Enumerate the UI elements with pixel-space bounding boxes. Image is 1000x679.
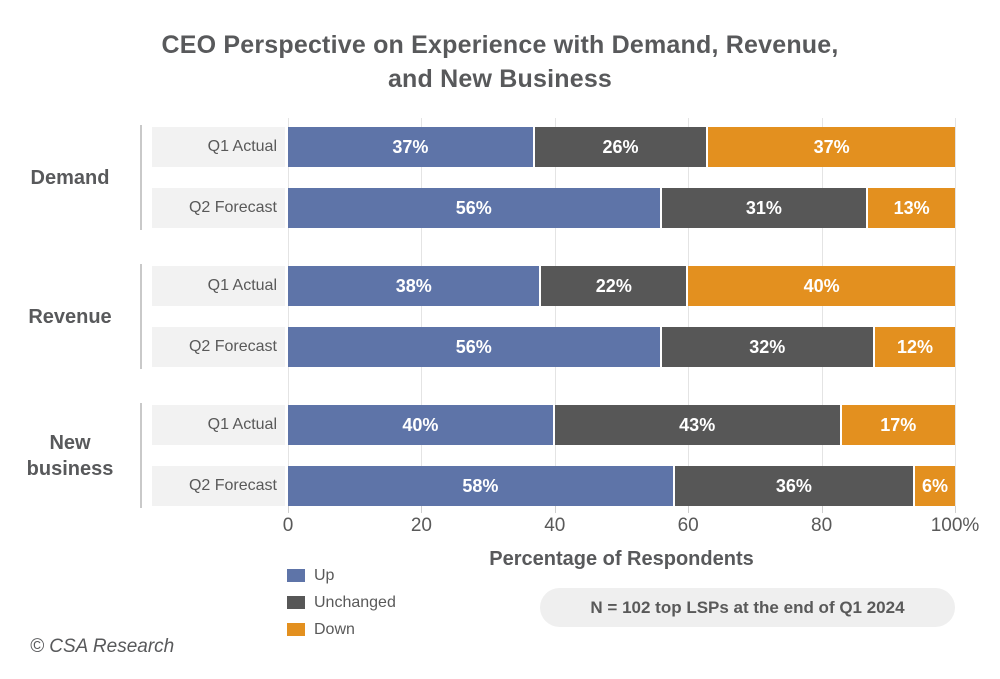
bar-value-label: 6% [921,475,948,496]
bar-value-label: 56% [455,336,492,357]
copyright-attribution: © CSA Research [30,636,175,657]
bar-value-label: 58% [462,475,499,496]
bar-segment-unchanged: 43% [554,405,842,445]
x-tick-label-20: 20 [410,515,432,536]
bar-value-label: 43% [679,414,716,435]
legend-label-up: Up [314,567,335,584]
bar-row-demand-q2-forecast: 56% 31% 13% [288,188,955,228]
axis-tick-80 [821,506,823,513]
bar-value-label: 36% [775,475,812,496]
bar-value-label: 22% [595,275,632,296]
group-divider-new-business [140,403,142,508]
bar-value-label: 37% [392,136,429,157]
row-label-revenue-q2-forecast: Q2 Forecast [152,327,285,367]
bar-segment-unchanged: 22% [541,266,689,306]
bar-value-label: 31% [745,197,782,218]
x-tick-label-0: 0 [282,515,294,536]
bar-segment-up: 56% [288,327,662,367]
bar-value-label: 32% [749,336,786,357]
gridline-20 [421,118,423,506]
x-tick-label-40: 40 [544,515,566,536]
bar-segment-down: 37% [708,127,955,167]
gridline-40 [554,118,556,506]
bar-segment-up: 56% [288,188,662,228]
axis-tick-60 [688,506,690,513]
axis-tick-0 [288,506,289,513]
axis-tick-40 [554,506,556,513]
legend-item-up: Up [287,567,396,584]
legend-swatch-unchanged-icon [287,596,305,609]
group-label-new-business: New business [26,431,114,480]
gridline-60 [688,118,690,506]
bar-value-label: 12% [896,336,933,357]
bar-segment-down: 12% [874,327,955,367]
x-tick-label-80: 80 [811,515,833,536]
bar-segment-unchanged: 32% [661,327,875,367]
bar-value-label: 38% [395,275,432,296]
legend-swatch-down-icon [287,623,305,636]
legend-label-down: Down [314,621,355,638]
gridline-100 [955,118,956,506]
row-label-new-business-q1-actual: Q1 Actual [152,405,285,445]
axis-tick-100 [955,506,956,513]
bar-segment-down: 40% [688,266,955,306]
sample-size-note: N = 102 top LSPs at the end of Q1 2024 [540,588,955,627]
group-label-revenue: Revenue [28,305,112,328]
legend-item-unchanged: Unchanged [287,594,396,611]
bar-row-new-business-q2-forecast: 58% 36% 6% [288,466,955,506]
group-label-demand: Demand [30,166,110,189]
bar-segment-up: 38% [288,266,542,306]
bar-segment-up: 37% [288,127,535,167]
axis-tick-20 [421,506,423,513]
gridline-0 [288,118,289,506]
bar-value-label: 40% [402,414,439,435]
legend: Up Unchanged Down [287,568,396,649]
row-label-new-business-q2-forecast: Q2 Forecast [152,466,285,506]
bar-segment-unchanged: 26% [534,127,709,167]
legend-label-unchanged: Unchanged [314,594,396,611]
bar-segment-unchanged: 36% [674,466,915,506]
sample-size-note-text: N = 102 top LSPs at the end of Q1 2024 [590,597,905,617]
bar-segment-unchanged: 31% [661,188,869,228]
chart-title-line2: and New Business [387,65,613,93]
bar-value-label: 56% [455,197,492,218]
gridline-80 [821,118,823,506]
bar-row-revenue-q2-forecast: 56% 32% 12% [288,327,955,367]
group-divider-revenue [140,264,142,369]
chart-title-line1: CEO Perspective on Experience with Deman… [161,31,839,59]
chart-title: CEO Perspective on Experience with Deman… [0,28,1000,96]
row-label-demand-q2-forecast: Q2 Forecast [152,188,285,228]
bar-value-label: 40% [803,275,840,296]
bar-value-label: 26% [602,136,639,157]
bar-row-new-business-q1-actual: 40% 43% 17% [288,405,955,445]
x-tick-label-100: 100% [930,515,980,536]
row-label-revenue-q1-actual: Q1 Actual [152,266,285,306]
bar-segment-down: 6% [914,466,955,506]
bar-row-revenue-q1-actual: 38% 22% 40% [288,266,955,306]
bar-row-demand-q1-actual: 37% 26% 37% [288,127,955,167]
bar-value-label: 37% [813,136,850,157]
bar-segment-down: 17% [841,405,955,445]
legend-item-down: Down [287,621,396,638]
legend-swatch-up-icon [287,569,305,582]
bar-value-label: 13% [893,197,930,218]
bar-segment-up: 40% [288,405,555,445]
group-divider-demand [140,125,142,230]
x-tick-label-60: 60 [677,515,699,536]
bar-segment-down: 13% [868,188,955,228]
bar-value-label: 17% [880,414,917,435]
bar-segment-up: 58% [288,466,675,506]
row-label-demand-q1-actual: Q1 Actual [152,127,285,167]
x-axis-title: Percentage of Respondents [489,548,754,570]
